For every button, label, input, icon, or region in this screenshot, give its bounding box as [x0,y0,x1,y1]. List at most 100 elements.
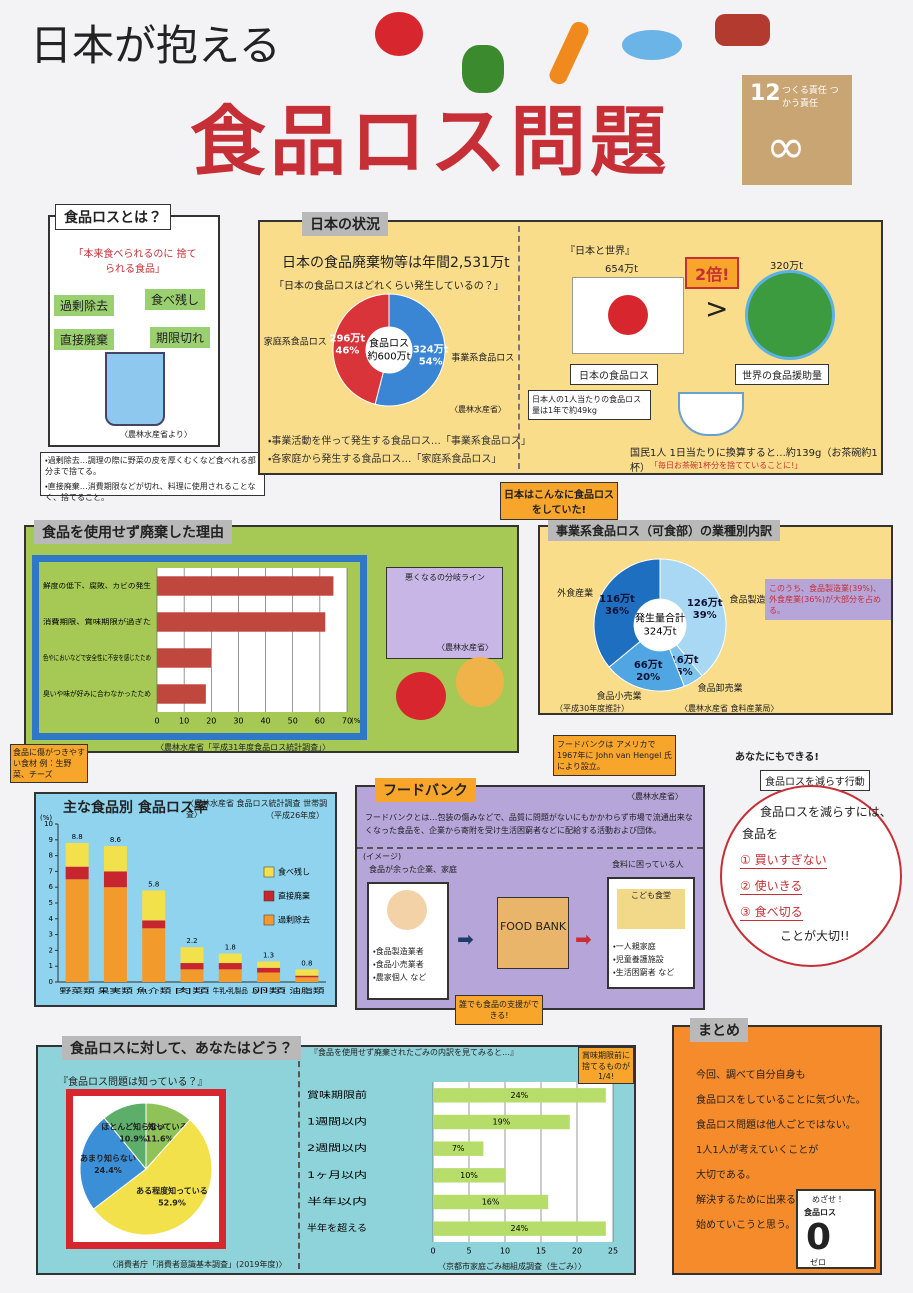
badge-reading: ゼロ [810,1258,826,1267]
x-tick-label: 5 [466,1247,471,1256]
pie-slice [92,1119,213,1236]
action-tag: あなたにもできる! [735,752,819,763]
legend-swatch [263,914,275,926]
badge-zero: 0 [806,1217,832,1258]
pie-slice [332,293,390,405]
survey-panel: 『食品ロス問題は知っている？』 よく知っている 11.6% ある程度知っている 52.… [36,1045,636,1275]
title-small: 日本が抱える [30,21,281,70]
bar-segment [103,887,127,982]
slice-name: 食品卸売業 [698,682,743,694]
inset-source: 〈農林水産省〉 [437,643,493,652]
axis-unit: (%) [40,814,52,822]
section-title: 主な食品別 食品ロス率 [63,800,208,816]
rates-panel: 〈農林水産省 食品ロス統計調査 世帯調査〉 （平成26年度） (%) 0 1 2 3 4 5… [34,792,337,1007]
title-main: 食品ロス問題 [190,97,670,186]
x-tick-label: 野菜類 [60,986,95,995]
history: フードバンクは アメリカで1967年に John van Hengel 氏により… [553,735,676,776]
food-bank-box: FOOD BANK [497,897,569,969]
x-tick-label: 10 [500,1247,510,1256]
slice-name: 事業系食品ロス [451,351,514,363]
onion-icon [456,657,504,707]
x-tick-label: 70 [342,717,352,726]
callout: 賞味期限前に捨てるものが 1/4! [578,1047,634,1084]
bar-segment [180,947,204,964]
badge-tag: めざせ！ [812,1195,844,1204]
value-label: 7% [452,1144,465,1153]
pie-slice [593,558,661,668]
giver-item: ・農家個人 など [373,973,427,982]
bar-segment [295,969,319,976]
summary-panel: 今回、調べて自分自身も 食品ロスをしていることに気づいた。 食品ロス問題は他人ごとで… [672,1025,882,1275]
loss-label: 期限切れ [150,327,211,348]
loss-label: 直接廃棄 [54,329,115,350]
slice-label: よく知っている [132,1122,188,1132]
house-label: こども食堂 [617,889,685,929]
x-tick-label: 魚介類 [136,986,171,995]
definition-text: 「本来食べられるのに 捨てられる食品」 [73,249,197,275]
year: （平成26年度） [266,811,325,820]
y-tick-label: 6 [49,883,54,891]
value-label: 16% [482,1198,500,1207]
x-tick-label: 牛乳・乳製品 [213,986,248,995]
slice-label: あまり知らない [80,1153,136,1163]
bar-segment [65,879,89,982]
plot-bg [433,1082,613,1242]
y-tick-label: 10 [44,820,53,828]
summary-line: 食品ロスをしていることに気づいた。 [696,1095,866,1106]
world-title: 『日本と世界』 [565,246,635,257]
x-tick-label: 肉類 [174,986,209,995]
legend-label: 過剰除去 [278,915,310,925]
category-label: 半年以内 [307,1196,367,1208]
trash-can [105,352,165,426]
category-label: 2週間以内 [307,1142,367,1154]
callout: 誰でも食品の支援ができる! [455,995,543,1025]
x-tick-label: 30 [233,717,243,726]
bar-segment [65,866,89,880]
japan-amount: 654万t [605,264,639,275]
summary-line: 解決するために出来ることから [696,1195,836,1206]
y-tick-label: 9 [49,836,53,844]
x-tick-label: 40 [260,717,270,726]
globe [745,270,835,360]
legend-swatch [263,890,275,902]
tomato-icon [396,672,446,720]
section-title: 日本の状況 [302,212,388,236]
question: 「日本の食品ロスはどれくらい発生しているの？」 [274,281,504,292]
chart-frame [32,555,367,740]
section-title: フードバンク [375,778,476,802]
bar [157,648,212,668]
x-tick-label: 果実類 [98,986,133,995]
giver-item: ・食品小売業者 [373,960,424,969]
y-tick-label: 1 [49,962,53,970]
slice-label: 126万t [687,597,723,609]
x-tick-label: 60 [315,717,325,726]
bar-segment [103,846,127,872]
total-label: 8.8 [72,833,83,841]
note: 食品に傷がつきやすい食材 例：生野菜、チーズ [10,744,88,783]
image-label: (イメージ) [363,852,402,861]
source: 〈農林水産省 食料産業局〉 [680,704,779,713]
summary-line: 1人1人が考えていくことが [696,1145,819,1156]
bar [157,576,334,596]
bar-segment [180,969,204,982]
slice-label: 54% [419,356,443,367]
bar-segment [295,977,319,982]
category-label: 色やにおいなどで安全性に不安を感じたため [43,653,151,662]
category-label: 半年を超える [307,1222,367,1234]
business-panel: 126万t 39% 食品製造業 16万t 5% 食品卸売業 66万t 20% 食品小売業 116万… [538,525,893,715]
slice-name: 食品小売業 [597,690,642,702]
source: 〈農林水産省〉 [627,792,683,801]
bar-segment [142,890,166,921]
slice-label: 116万t [599,593,635,605]
slice-label: 36% [605,606,629,617]
disposal-chart: 0 5 10 15 20 25 賞味期限前 24% 1週間以内 19% 2週間以内 7% 1ヶ月以内 10… [307,1082,618,1256]
bar-segment [257,961,281,968]
action-item: ① 買いすぎない [740,853,827,869]
bar [157,684,206,704]
japan-panel: 日本の食品廃棄物等は年間2,531万t 「日本の食品ロスはどれくらい発生している… [258,220,883,475]
action-circle: 食品ロスを減らすには、 食品を ① 買いすぎない ② 使いきる ③ 食べ切る こ… [720,785,902,967]
slice-label: ある程度知っている [136,1186,208,1196]
sdg-number: 12 [750,81,781,106]
bar [433,1221,606,1236]
